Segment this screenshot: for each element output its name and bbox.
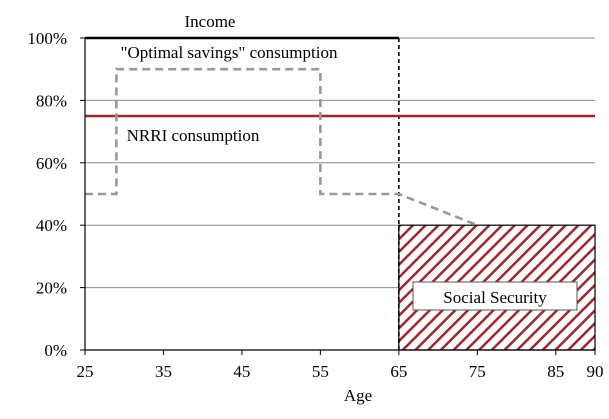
x-tick-label-65: 65 [390, 362, 407, 381]
x-tick-label-25: 25 [77, 362, 94, 381]
x-tick-label-55: 55 [312, 362, 329, 381]
label-layer: Income "Optimal savings" consumption NRRI … [121, 12, 578, 311]
axis-layer: 0% 20% 40% 60% 80% 100% 25 35 45 55 65 75 85 90 Age [27, 29, 603, 405]
x-tick-label-75: 75 [469, 362, 486, 381]
y-tick-label-80: 80% [36, 91, 67, 110]
social-label: Social Security [443, 288, 547, 307]
y-tick-label-100: 100% [27, 29, 67, 48]
y-tick-label-20: 20% [36, 279, 67, 298]
income-label: Income [185, 12, 236, 31]
x-tick-label-35: 35 [155, 362, 172, 381]
x-axis-title: Age [344, 386, 372, 405]
x-tick-label-90: 90 [587, 362, 604, 381]
nrri-label: NRRI consumption [127, 126, 260, 145]
social-security-label-box [412, 281, 578, 311]
optimal-savings-line [85, 67, 478, 227]
y-tick-label-0: 0% [44, 341, 67, 360]
x-tick-label-85: 85 [547, 362, 564, 381]
x-tick-label-45: 45 [233, 362, 250, 381]
y-tick-label-40: 40% [36, 216, 67, 235]
y-tick-label-60: 60% [36, 154, 67, 173]
optimal-label: "Optimal savings" consumption [121, 43, 338, 62]
series-layer [85, 36, 595, 350]
